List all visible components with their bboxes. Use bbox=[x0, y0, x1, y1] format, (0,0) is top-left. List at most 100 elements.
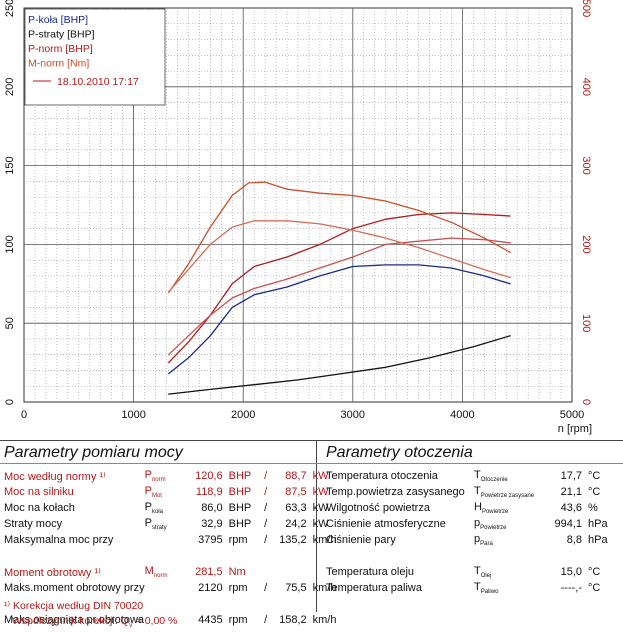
param-symbol bbox=[145, 580, 185, 596]
param-value-2: 87,5 bbox=[285, 486, 307, 498]
param-value-1 bbox=[185, 596, 223, 612]
param-unit-1: BHP bbox=[228, 470, 252, 482]
x-tick-label: 1000 bbox=[121, 409, 145, 421]
param-symbol: Mnorm bbox=[145, 564, 185, 580]
param-label: Maks.osiągnięta pr.obrotowa bbox=[4, 614, 145, 626]
param-unit-1 bbox=[223, 548, 257, 564]
ambient-symbol-subscript: Otoczenie bbox=[480, 477, 508, 484]
ambient-value: 17,7 bbox=[560, 470, 582, 482]
param-unit-2: km/h bbox=[312, 614, 337, 626]
param-label: Moc na silniku bbox=[4, 486, 74, 498]
param-unit-2: kW bbox=[312, 518, 329, 530]
footnote-coefficient-sub: V bbox=[128, 623, 133, 630]
param-symbol-subscript: straty bbox=[151, 525, 167, 532]
y-right-tick-label: 200 bbox=[580, 235, 592, 253]
ambient-row: Temperatura oleju TOlej 15,0 °C bbox=[326, 564, 622, 580]
ambient-label: Temperatura oleju bbox=[326, 566, 415, 578]
param-slash: / bbox=[264, 582, 268, 594]
ambient-row: Ciśnienie atmosferyczne pPowietrze 994,1 hP… bbox=[326, 516, 622, 532]
param-value-1: 86,0 bbox=[201, 502, 223, 514]
x-tick-label: 3000 bbox=[341, 409, 365, 421]
ambient-symbol-subscript: Para bbox=[480, 541, 493, 548]
param-symbol bbox=[145, 596, 185, 612]
footnote-coefficient-value: = 0,00 % bbox=[135, 615, 178, 627]
ambient-value: 994,1 bbox=[554, 518, 582, 530]
series-line-0 bbox=[168, 264, 511, 375]
param-row: Moc według normy ¹⁾ Pnorm 120,6 BHP / 88,7 kW bbox=[4, 468, 343, 484]
param-slash: / bbox=[264, 502, 268, 514]
ambient-symbol: TOtoczenie bbox=[474, 468, 544, 484]
footnote-coefficient-label: Współczynnik korekcji: Q bbox=[12, 615, 129, 627]
param-unit-2: km/h bbox=[312, 534, 337, 546]
param-row: Moment obrotowy ¹⁾ Mnorm 281,5 Nm bbox=[4, 564, 343, 580]
legend-entry: P-straty [BHP] bbox=[28, 29, 95, 41]
ambient-symbol: TOlej bbox=[474, 564, 544, 580]
ambient-value bbox=[544, 548, 582, 564]
ambient-symbol: TPowietrze zasysane bbox=[474, 484, 544, 500]
ambient-row: Ciśnienie pary pPara 8,8 hPa bbox=[326, 532, 622, 548]
ambient-params-table: Temperatura otoczenia TOtoczenie 17,7 °C Tem… bbox=[326, 468, 622, 596]
param-value-1: 118,9 bbox=[195, 486, 223, 498]
param-value-2 bbox=[275, 564, 307, 580]
series-line-2 bbox=[168, 212, 511, 364]
param-row: Moc na silniku PMot 118,9 BHP / 87,5 kW bbox=[4, 484, 343, 500]
param-unit-2 bbox=[307, 596, 343, 612]
param-value-1 bbox=[185, 548, 223, 564]
param-slash bbox=[257, 596, 275, 612]
title-underline bbox=[0, 463, 623, 464]
param-label: Moment obrotowy ¹⁾ bbox=[4, 566, 101, 579]
legend-box bbox=[24, 8, 166, 106]
ambient-unit: hPa bbox=[588, 534, 608, 546]
param-value-2: 24,2 bbox=[285, 518, 307, 530]
ambient-symbol bbox=[474, 548, 544, 564]
param-label: Moc według normy ¹⁾ bbox=[4, 470, 106, 483]
ambient-unit: °C bbox=[588, 582, 601, 594]
right-panel-title: Parametry otoczenia bbox=[326, 444, 473, 461]
param-unit-1: rpm bbox=[228, 582, 248, 594]
ambient-symbol-letter: H bbox=[474, 500, 482, 513]
ambient-row bbox=[326, 548, 622, 564]
legend-entry: M-norm [Nm] bbox=[28, 58, 89, 70]
ambient-label: Temp.powietrza zasysanego bbox=[326, 486, 465, 498]
param-value-2: 88,7 bbox=[285, 470, 307, 482]
y-left-tick-label: 100 bbox=[4, 235, 16, 253]
ambient-value: ----,- bbox=[560, 582, 582, 594]
series-line-1 bbox=[168, 335, 511, 395]
param-symbol: Pstraty bbox=[145, 516, 185, 532]
y-right-tick-label: 0 bbox=[580, 399, 592, 405]
y-left-tick-label: 200 bbox=[4, 78, 16, 96]
x-tick-label: 5000 bbox=[560, 409, 584, 421]
ambient-symbol: HPowietrze bbox=[474, 500, 544, 516]
legend-entry: P-norm [BHP] bbox=[28, 43, 93, 55]
ambient-label: Temperatura paliwa bbox=[326, 582, 422, 594]
param-unit-1: BHP bbox=[228, 486, 252, 498]
param-row: Maksymalna moc przy 3795 rpm / 135,2 km/h bbox=[4, 532, 343, 548]
ambient-value: 8,8 bbox=[566, 534, 582, 546]
ambient-label bbox=[326, 548, 474, 564]
ambient-value: 15,0 bbox=[560, 566, 582, 578]
y-right-tick-label: 100 bbox=[580, 314, 592, 332]
ambient-symbol-letter: T bbox=[474, 468, 481, 481]
param-unit-2: km/h bbox=[312, 582, 337, 594]
param-row: Maks.osiągnięta pr.obrotowa 4435 rpm / 158,2… bbox=[4, 612, 343, 628]
param-symbol-subscript: norm bbox=[151, 477, 166, 484]
param-value-1: 120,6 bbox=[195, 470, 223, 482]
ambient-unit: °C bbox=[588, 486, 601, 498]
param-slash: / bbox=[264, 518, 268, 530]
ambient-value: 21,1 bbox=[560, 486, 582, 498]
param-label: Straty mocy bbox=[4, 518, 63, 530]
ambient-symbol-subscript: Olej bbox=[480, 573, 492, 580]
ambient-symbol: TPaliwo bbox=[474, 580, 544, 596]
param-symbol-subscript: norm bbox=[153, 573, 168, 580]
y-left-tick-label: 150 bbox=[4, 156, 16, 174]
series-line-3 bbox=[168, 237, 511, 356]
column-divider bbox=[316, 440, 317, 612]
param-symbol-letter: P bbox=[144, 516, 152, 529]
param-symbol: Pnorm bbox=[145, 468, 185, 484]
ambient-symbol-letter: T bbox=[474, 564, 481, 577]
param-value-1: 281,5 bbox=[195, 566, 223, 578]
param-value-1: 2120 bbox=[198, 582, 223, 594]
param-symbol-letter: M bbox=[144, 564, 154, 577]
